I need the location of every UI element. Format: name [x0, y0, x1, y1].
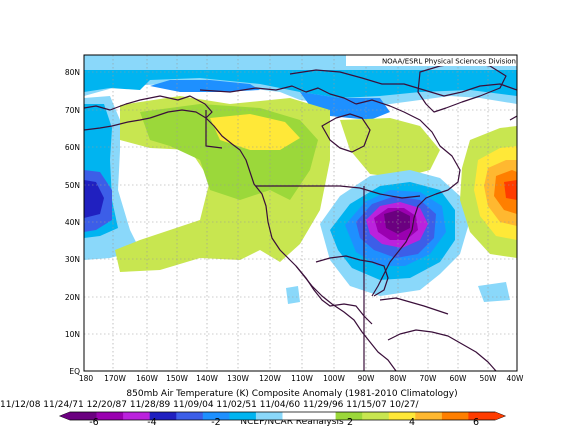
lon-label: 110W	[291, 374, 313, 383]
colorbar-swatch	[255, 412, 283, 420]
coastline-alaska-west	[84, 95, 397, 371]
cold-anomaly-north-mid	[84, 70, 517, 98]
colorbar-swatch	[362, 412, 390, 420]
warm-anomaly-alaska-core	[210, 114, 300, 150]
lon-label: 150W	[166, 374, 188, 383]
lat-label: 70N	[65, 106, 80, 115]
lat-label: 40N	[65, 218, 80, 227]
lon-label: 130W	[227, 374, 249, 383]
colorbar-left-arrow	[60, 412, 70, 420]
colorbar-labels: -6 -4 -2 2 4 6	[89, 417, 479, 428]
colorbar-label: -4	[147, 417, 156, 428]
lon-label: 160W	[136, 374, 158, 383]
coastline-mexico	[295, 265, 373, 325]
lon-label: 180	[79, 374, 94, 383]
colorbar-swatch	[309, 412, 336, 420]
colorbar-swatch	[202, 412, 230, 420]
lon-label: 120W	[259, 374, 281, 383]
colorbar-label: 4	[409, 417, 415, 428]
colorbar-swatch	[441, 412, 469, 420]
colorbar-swatch	[388, 412, 416, 420]
colorbar-swatch	[123, 412, 150, 420]
border-canada-us	[256, 185, 421, 199]
colorbar-label: 6	[473, 417, 479, 428]
lat-label: 30N	[65, 255, 80, 264]
credit-box	[346, 55, 517, 66]
coastline-arctic	[199, 85, 357, 105]
lat-label: 20N	[65, 293, 80, 302]
coastline-europe	[509, 115, 517, 121]
colorbar-swatch	[468, 412, 496, 420]
colorbar-swatch	[415, 412, 443, 420]
coastline-hudson-bay	[321, 113, 371, 153]
coastline-gulf	[315, 255, 389, 297]
lon-label: 90W	[358, 374, 376, 383]
coastline-aleutians	[84, 117, 151, 131]
colorbar-swatch	[149, 412, 177, 420]
colorbar-swatch	[96, 412, 124, 420]
cold-anomaly-greenland	[300, 92, 390, 120]
coastline-south-america	[387, 329, 497, 371]
colorbar-swatch	[282, 412, 310, 420]
credit-text: NOAA/ESRL Physical Sciences Division	[382, 58, 516, 66]
lon-label: 40W	[507, 374, 525, 383]
border-alaska-canada	[205, 110, 223, 149]
lat-label: 80N	[65, 68, 80, 77]
map-frame	[83, 54, 518, 372]
lat-axis: 80N 70N 60N 50N 40N 30N 20N 10N EQ	[65, 68, 80, 376]
colorbar-swatch	[70, 412, 97, 420]
lat-label: 10N	[65, 330, 80, 339]
colorbar-swatch	[229, 412, 257, 420]
colorbar-swatch	[335, 412, 363, 420]
lon-label: 140W	[196, 374, 218, 383]
composite-dates: 11/12/08 11/24/71 12/20/87 11/28/89 11/0…	[0, 400, 419, 410]
lon-axis: 180 170W 160W 150W 140W 130W 120W 110W 1…	[79, 374, 524, 383]
coastline-alaska-south	[149, 109, 207, 119]
colorbar-swatch	[176, 412, 204, 420]
data-source: NCEP/NCAR Reanalysis	[240, 417, 344, 427]
warm-anomaly-atlantic-core	[504, 180, 517, 200]
colorbar-right-arrow	[495, 412, 505, 420]
lon-label: 50W	[480, 374, 498, 383]
lon-label: 70W	[420, 374, 438, 383]
warm-anomaly-east-canada	[340, 118, 440, 178]
coastline-caribbean	[379, 297, 449, 315]
anomaly-shading	[84, 55, 517, 304]
lat-label: EQ	[69, 367, 80, 376]
lon-label: 170W	[104, 374, 126, 383]
figure-title: 850mb Air Temperature (K) Composite Anom…	[126, 389, 457, 399]
coastline-canada-east	[355, 99, 461, 297]
lon-label: 60W	[450, 374, 468, 383]
coastlines	[84, 61, 517, 371]
colorbar-label: -2	[211, 417, 220, 428]
lon-label: 100W	[323, 374, 345, 383]
cold-anomaly-west-center	[84, 180, 104, 218]
coastline-arctic-islands	[289, 69, 517, 97]
map-area: NOAA/ESRL Physical Sciences Division	[84, 55, 517, 371]
colorbar	[58, 411, 507, 421]
cold-anomaly-north-core	[150, 80, 260, 92]
cold-anomaly-atlantic-patch	[478, 282, 510, 302]
colorbar-label: -6	[89, 417, 98, 428]
lat-label: 60N	[65, 143, 80, 152]
cold-anomaly-gulf-patch	[286, 286, 300, 304]
lon-label: 80W	[390, 374, 408, 383]
lat-label: 50N	[65, 181, 80, 190]
colorbar-label: 2	[347, 417, 353, 428]
